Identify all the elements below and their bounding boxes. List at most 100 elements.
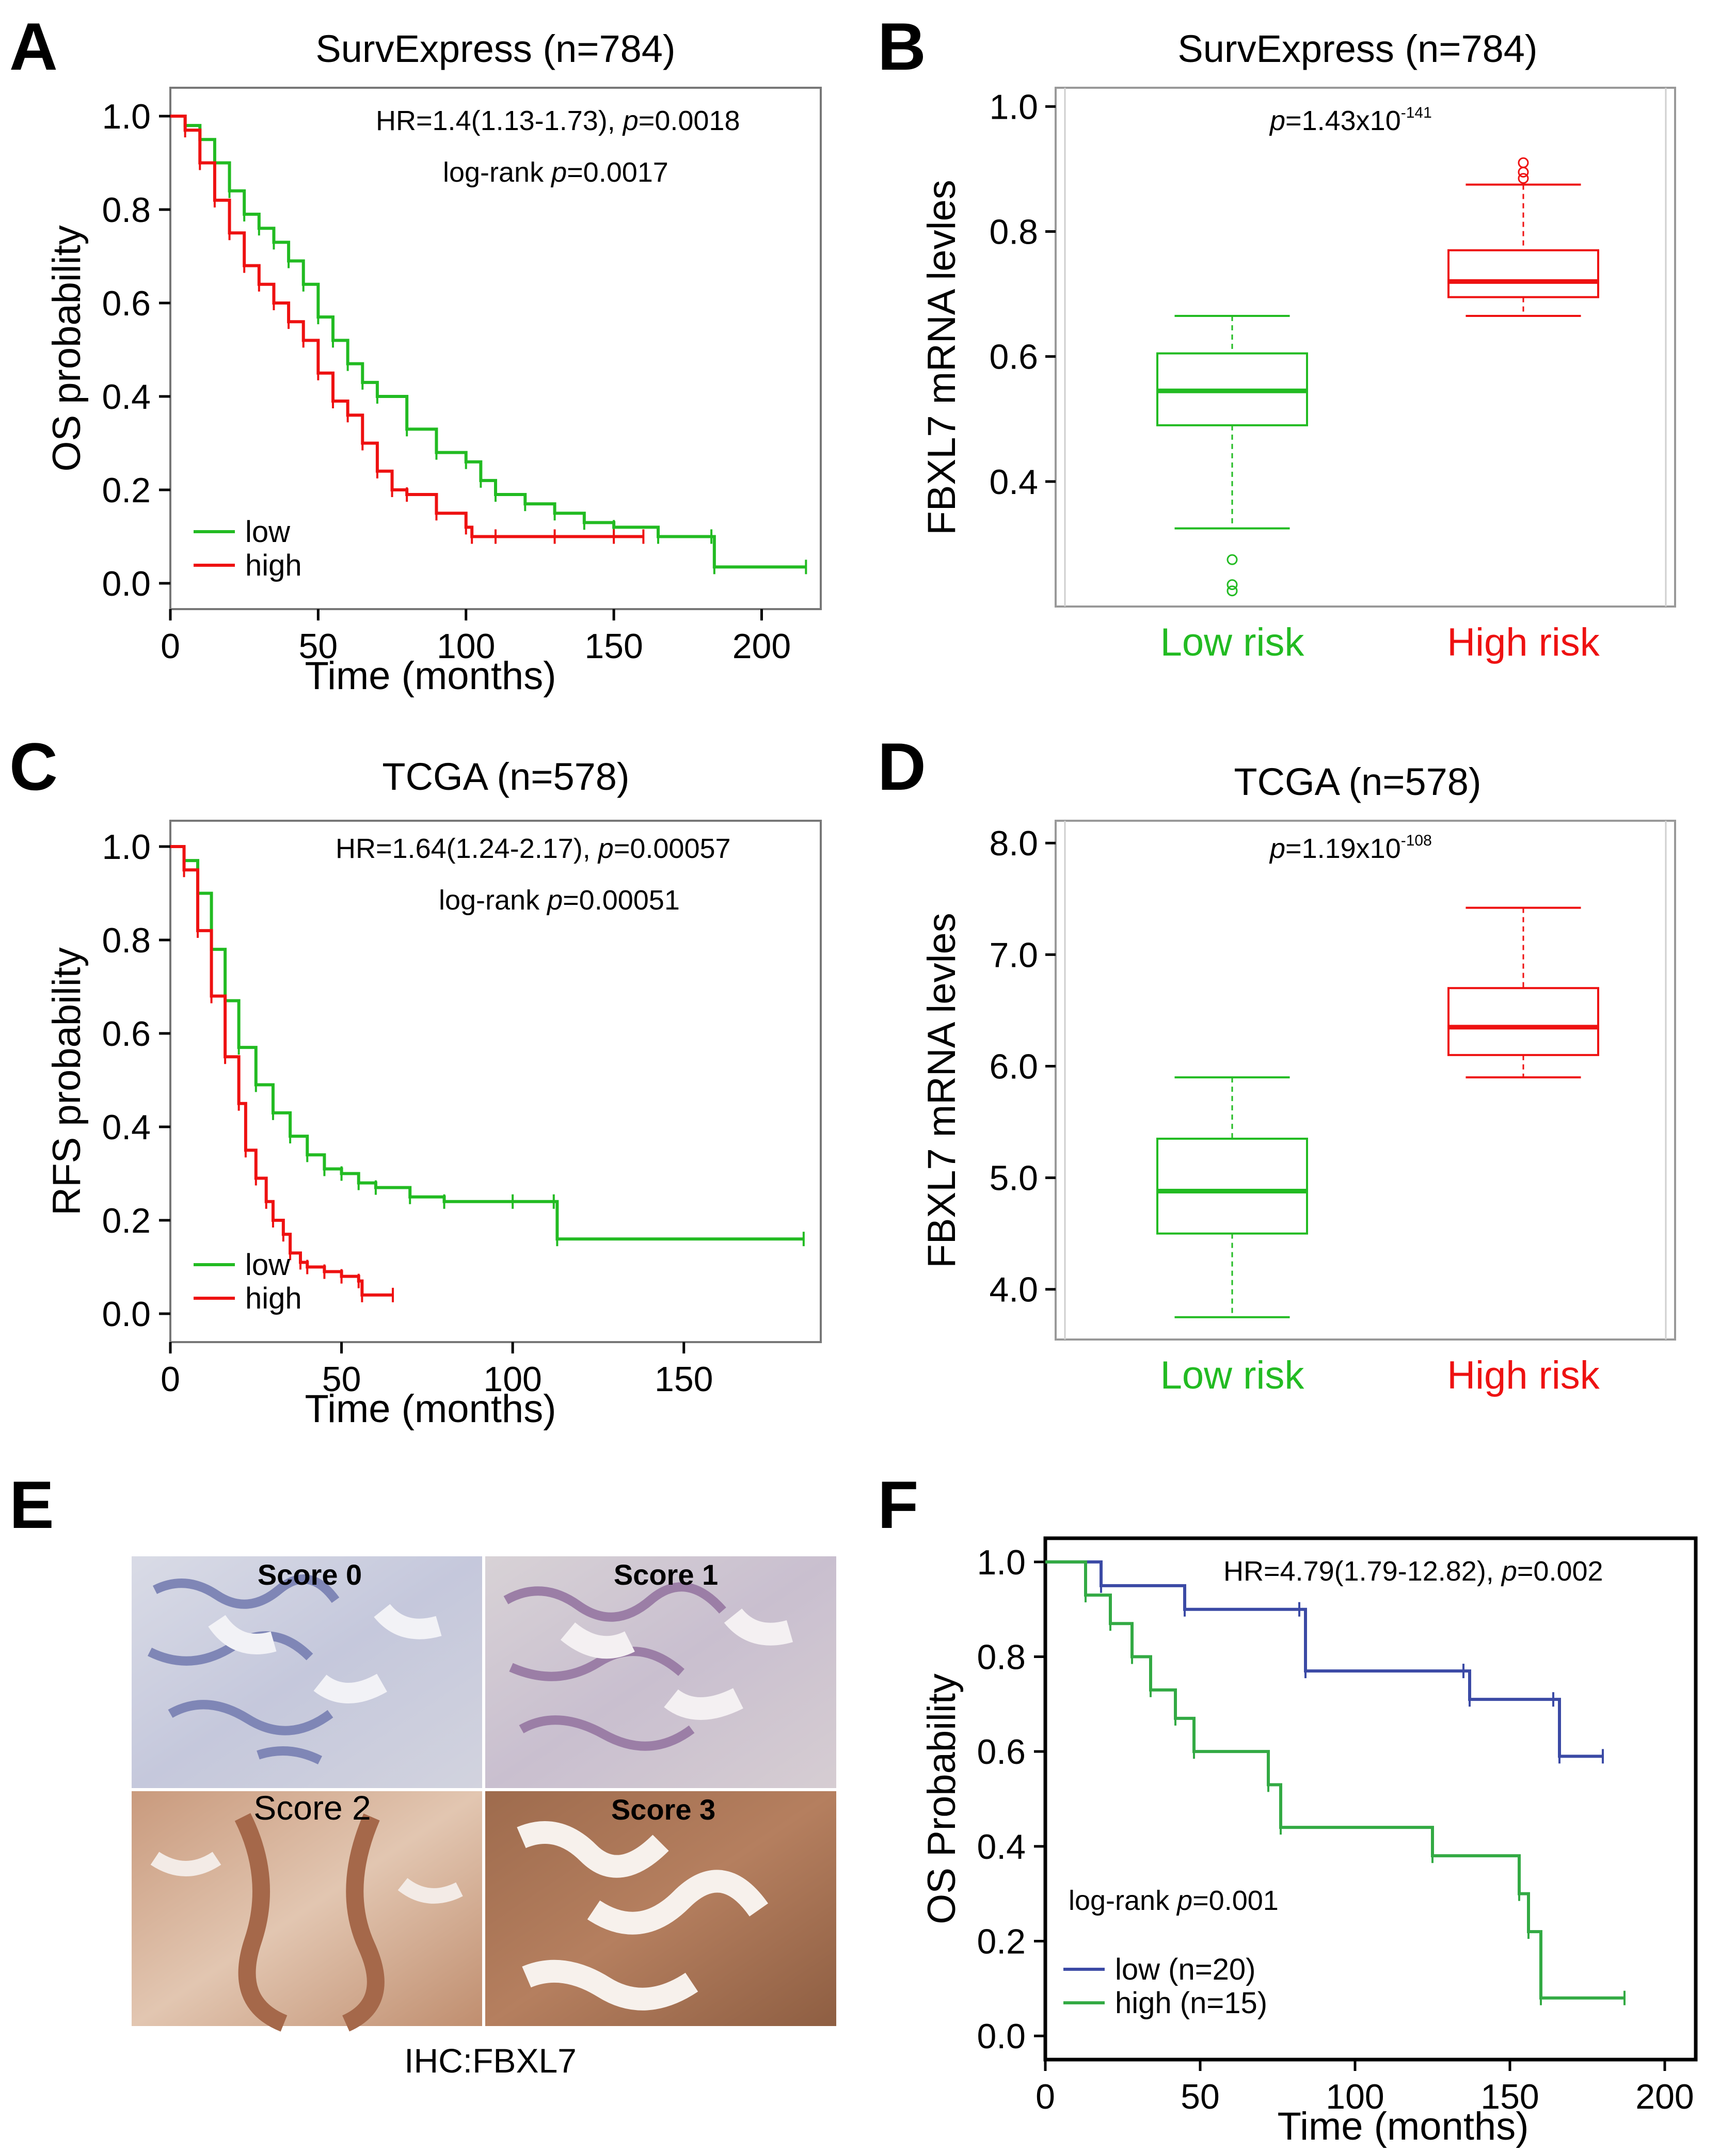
- ihc-score3-image: [485, 1791, 836, 2026]
- y-tick-label-f: 0.2: [977, 1922, 1026, 1961]
- y-tick-label-f: 1.0: [977, 1543, 1026, 1582]
- panel-f-hr: HR=4.79(1.79-12.82), p=0.002: [1223, 1556, 1603, 1587]
- y-tick-label-c: 0.4: [102, 1108, 151, 1147]
- x-tick-label-a: 100: [437, 627, 495, 666]
- ihc-score0-label: Score 0: [258, 1558, 362, 1591]
- x-tick-label-f: 200: [1635, 2077, 1694, 2116]
- panel-a-hr: HR=1.4(1.13-1.73), p=0.0018: [376, 105, 740, 136]
- panel-c-p-label: p: [597, 833, 614, 864]
- panel-d-p-exp: -108: [1401, 832, 1432, 849]
- x-tick-label-f: 100: [1326, 2077, 1384, 2116]
- outlier-b-low-risk: [1227, 585, 1238, 597]
- panel-b-pvalue: p=1.43x10-141: [1269, 104, 1432, 136]
- x-tick-label-c: 100: [483, 1360, 541, 1399]
- y-tick-label-f: 0.4: [977, 1827, 1026, 1867]
- series-line-f-low: [1045, 1560, 1603, 1758]
- y-tick-label-a: 1.0: [102, 97, 151, 136]
- x-tick-label-c: 0: [161, 1360, 180, 1399]
- panel-c-logrank-prefix: log-rank: [439, 885, 547, 916]
- y-axis-label-d: FBXL7 mRNA levles: [920, 913, 964, 1268]
- panel-letter-a: A: [9, 9, 58, 84]
- y-axis-label-c: RFS probability: [45, 947, 89, 1216]
- panel-a-title: SurvExpress (n=784): [315, 27, 675, 70]
- chart-c-rfs-tcga: 0 50 100 150 0.0 0.2 0.4 0.6 0.8 1.0 Time (months)…: [45, 820, 822, 1431]
- series-line-c-high: [170, 845, 393, 1297]
- panel-c-p-value: =0.00057: [614, 833, 731, 864]
- y-tick-label-f: 0.6: [977, 1732, 1026, 1772]
- x-tick-label-a: 50: [299, 627, 338, 666]
- legend-label-c-high: high: [245, 1282, 302, 1315]
- panel-f-p-label: p: [1501, 1556, 1517, 1587]
- panel-f-logrank-p: p: [1176, 1885, 1192, 1916]
- panel-letter-f: F: [878, 1467, 918, 1542]
- y-tick-label-b: 0.6: [989, 338, 1038, 377]
- outlier-b-high-risk: [1518, 157, 1529, 168]
- outlier-b-low-risk: [1227, 579, 1238, 591]
- ihc-score2-image: [132, 1791, 483, 2032]
- panel-letter-d: D: [878, 729, 926, 804]
- panel-c-title: TCGA (n=578): [382, 755, 629, 798]
- legend-label-c-low: low: [245, 1248, 291, 1282]
- y-tick-label-d: 5.0: [989, 1159, 1038, 1198]
- panel-f-hr-text: HR=4.79(1.79-12.82),: [1223, 1556, 1502, 1587]
- panel-c-hr-text: HR=1.64(1.24-2.17),: [336, 833, 598, 864]
- series-line-f-high: [1045, 1560, 1624, 2000]
- series-line-a-high: [170, 115, 644, 538]
- ihc-score2-label: Score 2: [253, 1789, 371, 1827]
- ihc-image-grid: [132, 1556, 836, 2032]
- y-tick-label-d: 4.0: [989, 1270, 1038, 1310]
- plot-frame-a: [169, 87, 822, 610]
- panel-letter-c: C: [9, 729, 58, 804]
- y-tick-label-c: 1.0: [102, 827, 151, 867]
- x-tick-label-f: 50: [1181, 2077, 1220, 2116]
- y-tick-label-c: 0.0: [102, 1295, 151, 1334]
- x-axis-label-f: Time (months): [1277, 2105, 1528, 2148]
- panel-letter-e: E: [9, 1467, 54, 1542]
- category-label-d-low-risk: Low risk: [1160, 1353, 1305, 1397]
- panel-c-hr: HR=1.64(1.24-2.17), p=0.00057: [336, 833, 731, 864]
- panel-f-logrank: log-rank p=0.001: [1069, 1885, 1279, 1916]
- panel-a-logrank: log-rank p=0.0017: [443, 157, 668, 188]
- panel-letter-b: B: [878, 9, 926, 84]
- panel-c-logrank-value: =0.00051: [563, 885, 680, 916]
- x-axis-label-c: Time (months): [305, 1387, 556, 1431]
- ihc-caption: IHC:FBXL7: [404, 2042, 577, 2080]
- y-tick-label-c: 0.8: [102, 921, 151, 960]
- panel-d-title: TCGA (n=578): [1234, 760, 1481, 803]
- panel-d-p-label: p: [1269, 833, 1285, 864]
- x-tick-label-f: 0: [1036, 2077, 1055, 2116]
- panel-a-p-label: p: [622, 105, 639, 136]
- y-tick-label-a: 0.6: [102, 284, 151, 323]
- y-axis-label-b: FBXL7 mRNA levles: [920, 180, 964, 535]
- outlier-b-high-risk: [1518, 173, 1529, 184]
- y-axis-label-a: OS probability: [45, 225, 89, 471]
- y-tick-label-a: 0.4: [102, 377, 151, 417]
- panel-c-logrank: log-rank p=0.00051: [439, 885, 680, 916]
- panel-a-p-value: =0.0018: [639, 105, 740, 136]
- box-d-low-risk: [1156, 1137, 1308, 1235]
- x-tick-label-a: 0: [161, 627, 180, 666]
- y-tick-label-b: 0.4: [989, 463, 1038, 502]
- panel-d-p-text: =1.19x10: [1285, 833, 1401, 864]
- category-label-b-low-risk: Low risk: [1160, 620, 1305, 664]
- ihc-score0-image: [132, 1556, 483, 1789]
- y-tick-label-d: 7.0: [989, 935, 1038, 975]
- outlier-b-high-risk: [1518, 166, 1529, 178]
- y-tick-label-d: 6.0: [989, 1047, 1038, 1086]
- x-tick-label-a: 150: [584, 627, 643, 666]
- panel-c-logrank-p: p: [546, 885, 563, 916]
- x-tick-label-f: 150: [1480, 2077, 1539, 2116]
- ihc-score3-label: Score 3: [611, 1793, 715, 1826]
- panel-a-logrank-prefix: log-rank: [443, 157, 551, 188]
- panel-f-logrank-prefix: log-rank: [1069, 1885, 1177, 1916]
- legend-label-a-high: high: [245, 549, 302, 582]
- y-tick-label-b: 1.0: [989, 87, 1038, 126]
- y-tick-label-f: 0.0: [977, 2017, 1026, 2056]
- chart-b-box-survexpress: 0.4 0.6 0.8 1.0 FBXL7 mRNA levles Low risk Hig…: [920, 87, 1676, 664]
- plot-frame-b: [1055, 87, 1676, 608]
- y-tick-label-a: 0.8: [102, 190, 151, 230]
- box-d-high-risk: [1447, 987, 1599, 1056]
- panel-b-title: SurvExpress (n=784): [1177, 27, 1537, 70]
- y-tick-label-a: 0.0: [102, 564, 151, 603]
